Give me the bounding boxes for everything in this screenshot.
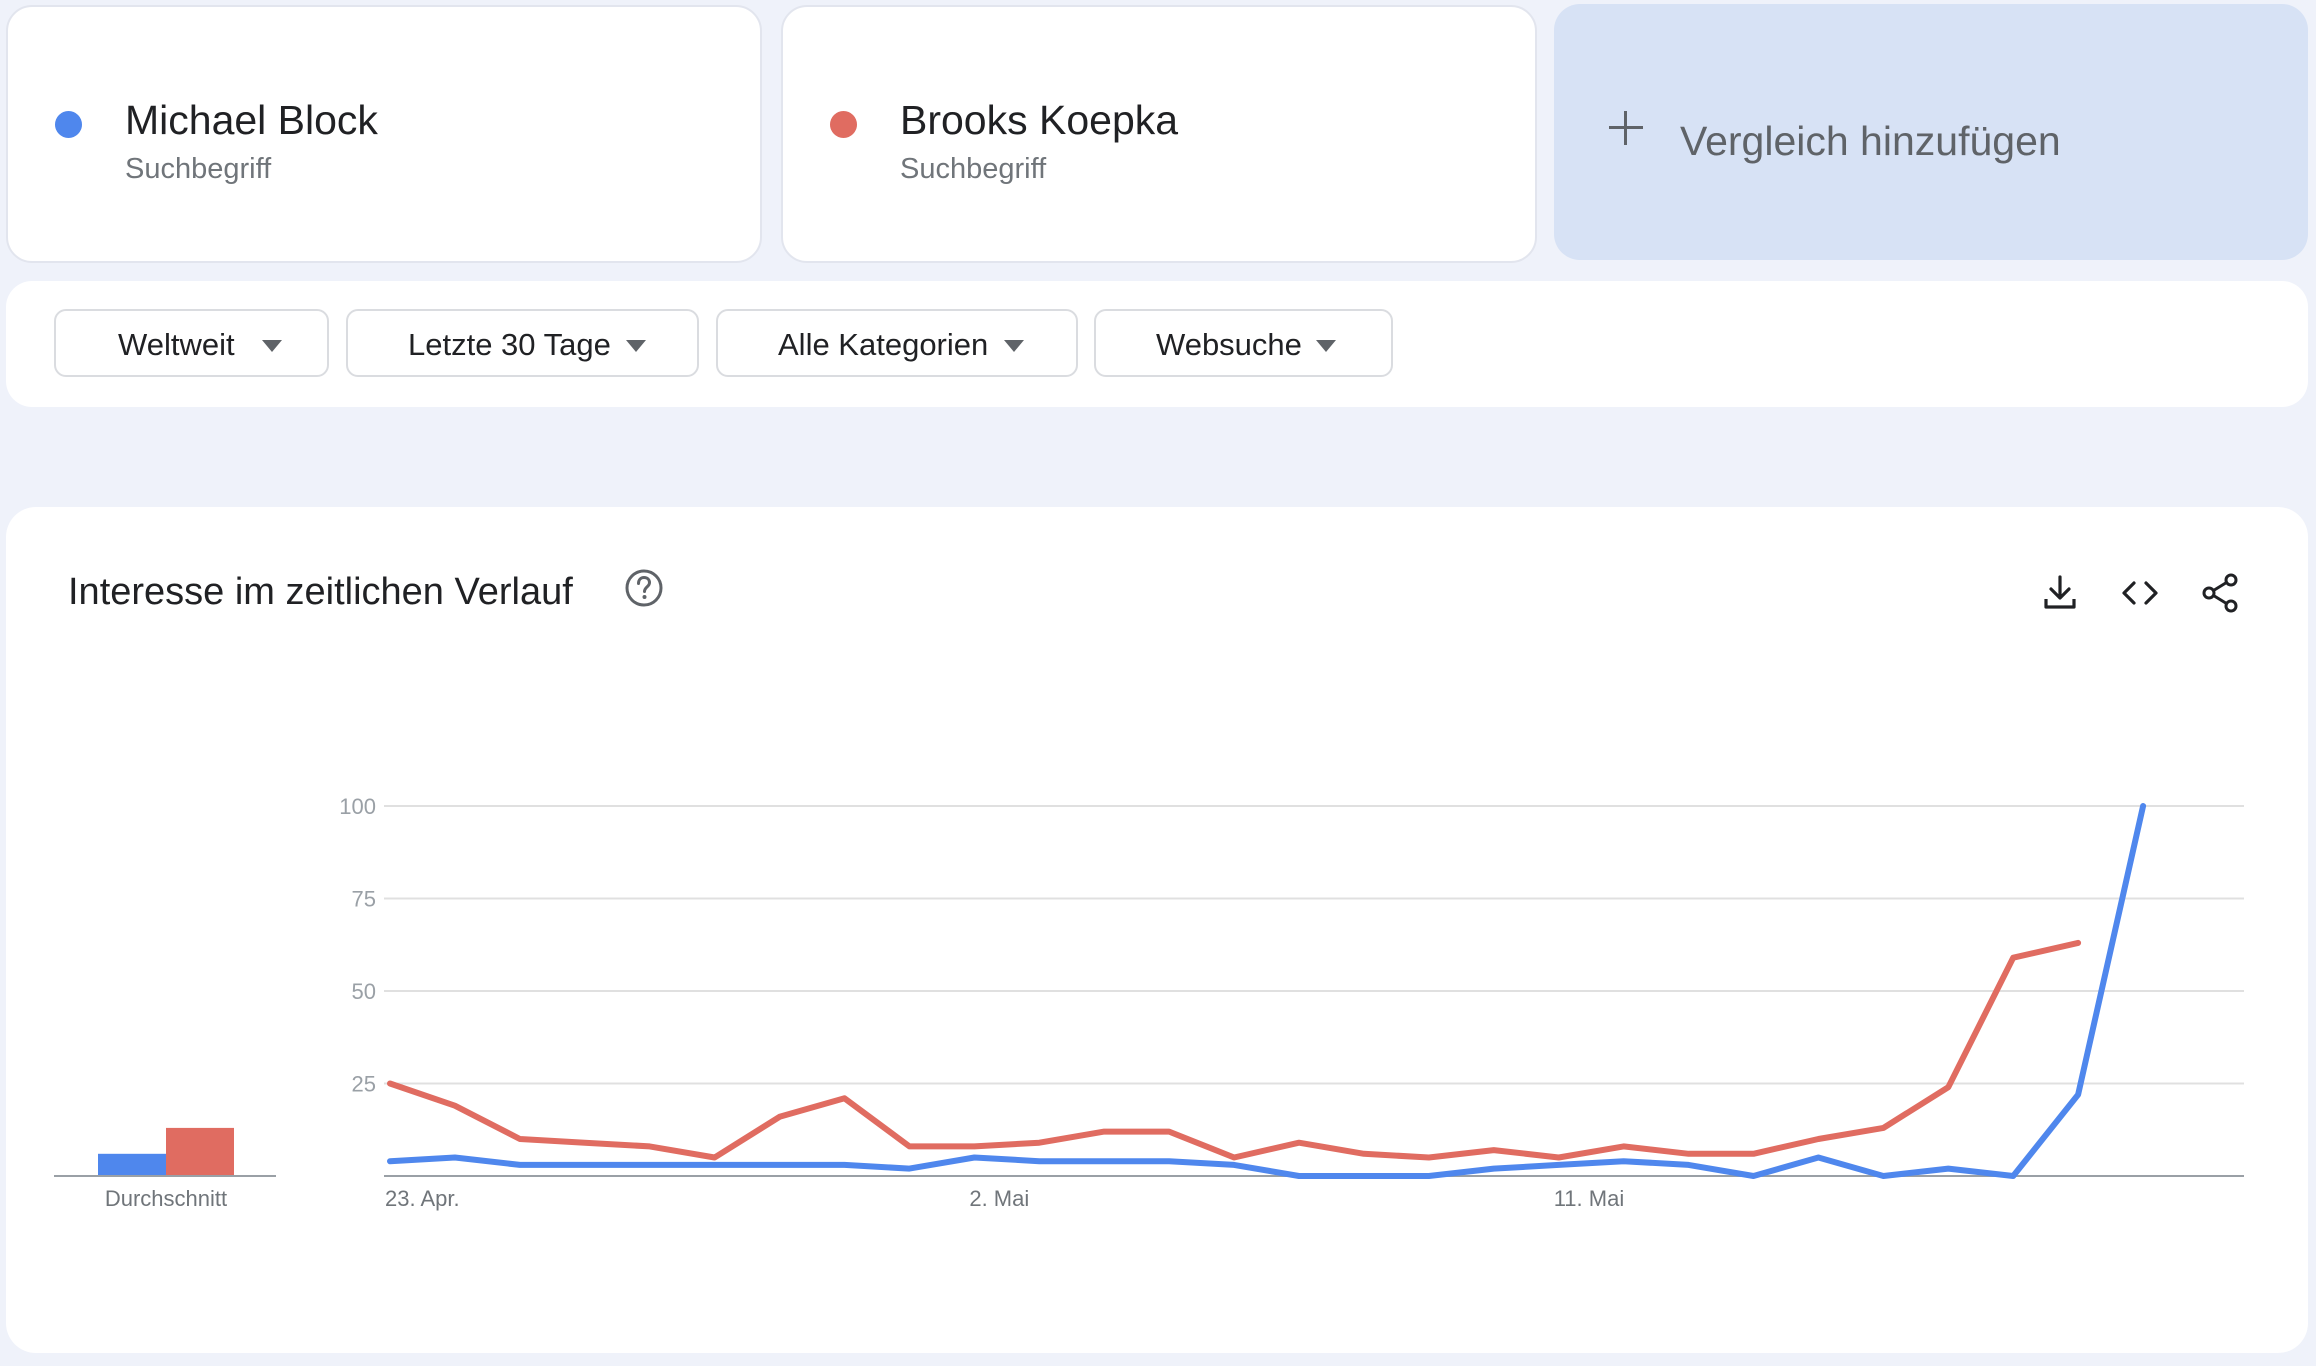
series-line-brooks-koepka[interactable] (387, 939, 2082, 1161)
chevron-down-icon (1004, 340, 1024, 352)
average-label: Durchschnitt (105, 1186, 227, 1211)
y-tick-label: 50 (352, 979, 376, 1004)
add-comparison-label: Vergleich hinzufügen (1680, 118, 2061, 164)
filter-category-dropdown[interactable]: Alle Kategorien (716, 309, 1078, 377)
share-icon[interactable] (2198, 571, 2242, 615)
help-circle-icon[interactable] (624, 568, 664, 608)
y-tick-label: 75 (352, 887, 376, 912)
term-card-brooks-koepka[interactable]: Brooks Koepka Suchbegriff (781, 5, 1537, 263)
filter-timerange-dropdown[interactable]: Letzte 30 Tage (346, 309, 699, 377)
average-bar-michael-block[interactable] (98, 1153, 166, 1176)
chart-title: Interesse im zeitlichen Verlauf (68, 571, 573, 613)
y-tick-label: 100 (339, 794, 376, 819)
term-type: Suchbegriff (125, 153, 272, 185)
chart-series (387, 803, 2147, 1179)
filter-bar: Weltweit Letzte 30 Tage Alle Kategorien … (6, 281, 2308, 407)
filter-region-label: Weltweit (118, 327, 235, 362)
term-name[interactable]: Michael Block (125, 97, 378, 143)
term-name[interactable]: Brooks Koepka (900, 97, 1179, 143)
average-bar-brooks-koepka[interactable] (166, 1127, 234, 1176)
chevron-down-icon (626, 340, 646, 352)
series-color-dot (830, 111, 857, 138)
term-card-michael-block[interactable]: Michael Block Suchbegriff (6, 5, 762, 263)
embed-code-icon[interactable] (2118, 571, 2162, 615)
series-line-michael-block[interactable] (387, 803, 2147, 1179)
filter-region-dropdown[interactable]: Weltweit (54, 309, 329, 377)
filter-searchtype-dropdown[interactable]: Websuche (1094, 309, 1393, 377)
x-tick-label: 23. Apr. (385, 1186, 460, 1211)
x-tick-label: 2. Mai (969, 1186, 1029, 1211)
series-color-dot (55, 111, 82, 138)
add-comparison-button[interactable]: Vergleich hinzufügen (1554, 4, 2308, 260)
filter-category-label: Alle Kategorien (778, 327, 989, 362)
term-type: Suchbegriff (900, 153, 1047, 185)
chevron-down-icon (262, 340, 282, 352)
y-tick-label: 25 (352, 1072, 376, 1097)
filter-timerange-label: Letzte 30 Tage (408, 327, 611, 362)
x-tick-label: 11. Mai (1554, 1186, 1625, 1211)
chart-grid: 25 50 75 100 (339, 794, 2244, 1177)
interest-over-time-card: Interesse im zeitlichen Verlauf Durchsch… (6, 507, 2308, 1353)
plus-icon (1609, 111, 1643, 145)
x-axis: 23. Apr. 2. Mai 11. Mai (385, 1186, 1624, 1211)
average-chart: Durchschnitt (54, 1127, 276, 1211)
interest-chart: Durchschnitt 25 50 75 100 23. Apr. 2. Mai 11.… (54, 794, 2244, 1211)
download-icon[interactable] (2038, 571, 2082, 615)
filter-searchtype-label: Websuche (1156, 327, 1302, 362)
chevron-down-icon (1316, 340, 1336, 352)
